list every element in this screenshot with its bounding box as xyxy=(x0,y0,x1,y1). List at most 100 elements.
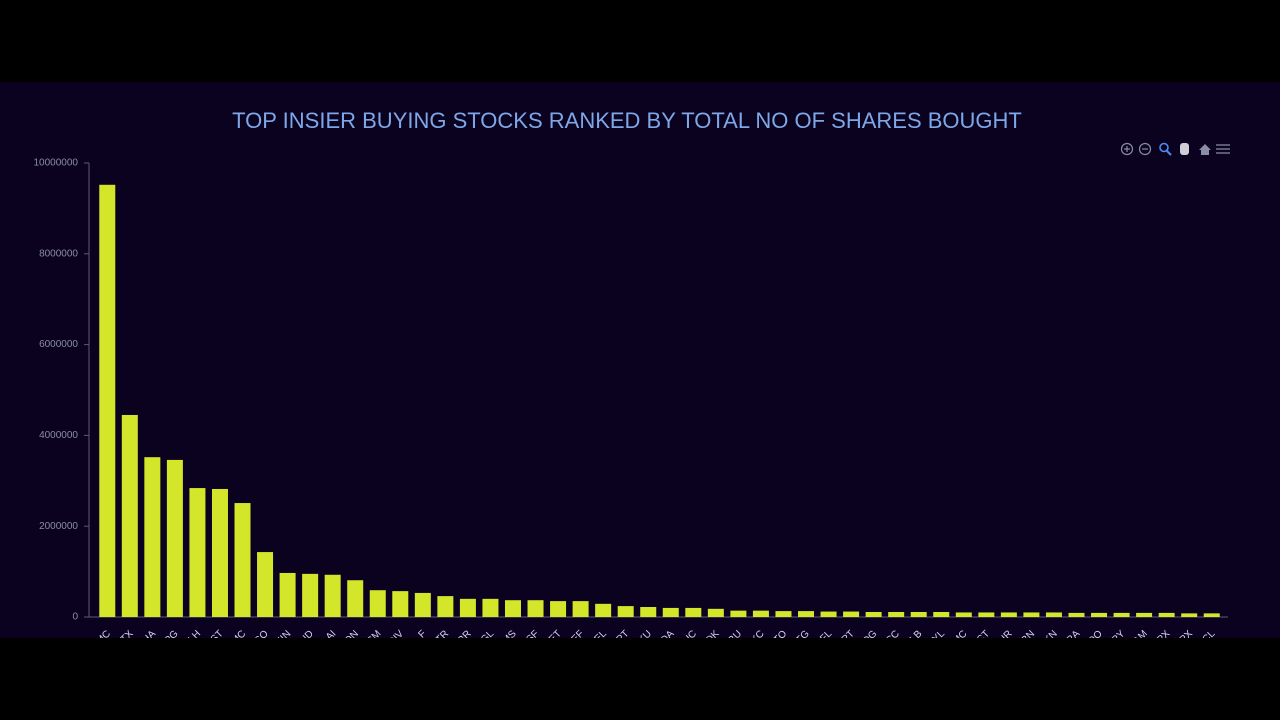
bar xyxy=(1068,612,1085,617)
bar xyxy=(662,607,679,617)
bar xyxy=(595,603,612,617)
selection-zoom[interactable] xyxy=(1159,142,1172,156)
x-tick-label: KN xyxy=(1042,628,1060,646)
y-tick-label: 8000000 xyxy=(39,248,78,259)
x-tick-label: EF xyxy=(570,628,587,645)
bar xyxy=(888,612,905,617)
y-tick-label: 0 xyxy=(72,612,78,623)
x-tick-label: HA xyxy=(140,628,158,646)
x-tick-label: MC xyxy=(94,628,113,647)
bar xyxy=(640,607,657,617)
x-tick-label: BR xyxy=(456,628,474,646)
bar xyxy=(482,598,499,617)
plot: 0 2000000 4000000 6000000 8000000 10000000 xyxy=(34,158,1220,623)
zoom-out[interactable] xyxy=(1138,142,1152,156)
bar xyxy=(843,611,860,617)
bar xyxy=(302,573,319,617)
toolbar xyxy=(1120,142,1230,156)
x-tick-label: MC xyxy=(229,628,248,647)
x-tick-label: HC xyxy=(681,628,699,646)
bar xyxy=(504,600,521,617)
x-tick-label: YL xyxy=(931,628,948,645)
x-tick-label: EFL xyxy=(814,628,835,649)
x-tick-label: EL xyxy=(592,628,609,645)
x-tick-label: ET xyxy=(547,628,564,645)
bar xyxy=(775,611,792,617)
x-tick-label: DK xyxy=(704,628,722,646)
x-tick-label: DO xyxy=(1086,628,1105,647)
bar xyxy=(865,612,882,617)
reset[interactable] xyxy=(1199,144,1211,155)
bar xyxy=(347,580,364,617)
menu[interactable] xyxy=(1216,144,1230,154)
x-tick-label: ST xyxy=(209,628,226,645)
bar xyxy=(1091,612,1108,617)
chart-title: TOP INSIER BUYING STOCKS RANKED BY TOTAL… xyxy=(232,108,1022,133)
x-tick-label: CC xyxy=(884,628,902,646)
bar xyxy=(572,601,589,617)
y-tick-label: 4000000 xyxy=(39,430,78,441)
bar xyxy=(1045,612,1062,617)
bar xyxy=(211,488,228,617)
x-tick-label: DA xyxy=(659,628,677,646)
bar xyxy=(752,610,769,617)
bar xyxy=(121,414,138,617)
x-tick-label: LH xyxy=(186,628,203,645)
bar xyxy=(189,488,206,617)
x-tick-label: GL xyxy=(479,628,497,646)
y-tick-label: 2000000 xyxy=(39,521,78,532)
x-tick-label: BN xyxy=(1020,628,1038,646)
bar xyxy=(978,612,995,617)
bar xyxy=(527,600,544,617)
bar xyxy=(798,611,815,617)
x-labels: MCITXHAPGLHSTMCSOEINNDAIONSMOIVFTRBRGLMS… xyxy=(94,628,1218,649)
x-tick-label: F xyxy=(416,628,428,640)
x-tick-label: AI xyxy=(324,628,338,642)
bar xyxy=(910,612,927,617)
bar xyxy=(1181,613,1198,617)
bar xyxy=(234,503,251,617)
bar xyxy=(617,606,634,617)
x-tick-label: KU xyxy=(636,628,654,646)
bar xyxy=(144,457,161,617)
x-tick-label: CL xyxy=(1201,628,1218,645)
bar xyxy=(550,601,567,617)
bar xyxy=(1000,612,1017,617)
y-tick-label: 10000000 xyxy=(34,158,79,169)
x-tick-label: TG xyxy=(794,628,812,646)
x-tick-label: HR xyxy=(997,628,1015,646)
bar xyxy=(955,612,972,617)
bar xyxy=(685,607,702,617)
bar xyxy=(1113,612,1130,617)
zoom-in[interactable] xyxy=(1120,142,1134,156)
x-tick-label: SO xyxy=(253,628,271,646)
x-tick-label: TO xyxy=(772,628,790,646)
x-tick-label: OG xyxy=(861,628,880,647)
bar xyxy=(166,459,183,617)
x-tick-label: RY xyxy=(1110,628,1128,646)
x-tick-label: MC xyxy=(951,628,970,647)
x-tick-label: RA xyxy=(1065,628,1083,646)
bar xyxy=(392,591,409,617)
x-tick-label: KC xyxy=(749,628,767,646)
x-tick-label: AM xyxy=(1131,628,1149,646)
pan[interactable] xyxy=(1180,143,1189,155)
bar xyxy=(820,611,837,617)
bar xyxy=(730,610,747,617)
x-tick-label: ON xyxy=(343,628,361,646)
x-tick-label: CT xyxy=(975,628,992,645)
bar xyxy=(257,552,274,617)
bar xyxy=(414,592,431,617)
x-tick-label: ND xyxy=(298,628,316,646)
x-tick-label: OIV xyxy=(386,628,406,648)
bar xyxy=(369,590,386,617)
x-tick-label: PX xyxy=(1178,628,1195,645)
x-tick-label: SM xyxy=(365,628,383,646)
x-tick-label: PG xyxy=(163,628,181,646)
x-tick-label: MS xyxy=(500,628,519,647)
bar xyxy=(1203,613,1220,617)
x-tick-label: RT xyxy=(840,628,857,645)
bar xyxy=(1136,612,1153,617)
bar xyxy=(99,184,116,618)
